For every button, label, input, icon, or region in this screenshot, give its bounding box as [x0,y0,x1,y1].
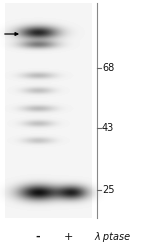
Text: λ ptase: λ ptase [94,232,130,242]
Text: -: - [36,232,40,242]
Text: 25: 25 [102,185,114,195]
Text: 68: 68 [102,63,114,73]
Text: 43: 43 [102,123,114,133]
Text: +: + [63,232,73,242]
